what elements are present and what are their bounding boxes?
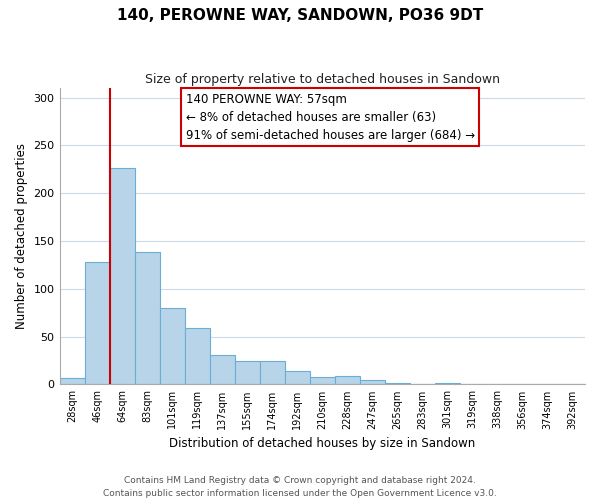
Bar xyxy=(335,376,360,384)
Text: 140 PEROWNE WAY: 57sqm
← 8% of detached houses are smaller (63)
91% of semi-deta: 140 PEROWNE WAY: 57sqm ← 8% of detached … xyxy=(185,92,475,142)
Bar xyxy=(285,371,310,384)
Bar xyxy=(185,328,209,384)
Bar xyxy=(160,308,185,384)
Y-axis label: Number of detached properties: Number of detached properties xyxy=(15,143,28,329)
Bar xyxy=(385,382,410,384)
Bar xyxy=(110,168,134,384)
X-axis label: Distribution of detached houses by size in Sandown: Distribution of detached houses by size … xyxy=(169,437,475,450)
Bar xyxy=(59,378,85,384)
Bar xyxy=(235,360,260,384)
Bar xyxy=(310,377,335,384)
Title: Size of property relative to detached houses in Sandown: Size of property relative to detached ho… xyxy=(145,72,500,86)
Text: Contains HM Land Registry data © Crown copyright and database right 2024.
Contai: Contains HM Land Registry data © Crown c… xyxy=(103,476,497,498)
Bar xyxy=(260,360,285,384)
Bar xyxy=(209,355,235,384)
Bar xyxy=(360,380,385,384)
Bar xyxy=(134,252,160,384)
Text: 140, PEROWNE WAY, SANDOWN, PO36 9DT: 140, PEROWNE WAY, SANDOWN, PO36 9DT xyxy=(117,8,483,22)
Bar xyxy=(85,262,110,384)
